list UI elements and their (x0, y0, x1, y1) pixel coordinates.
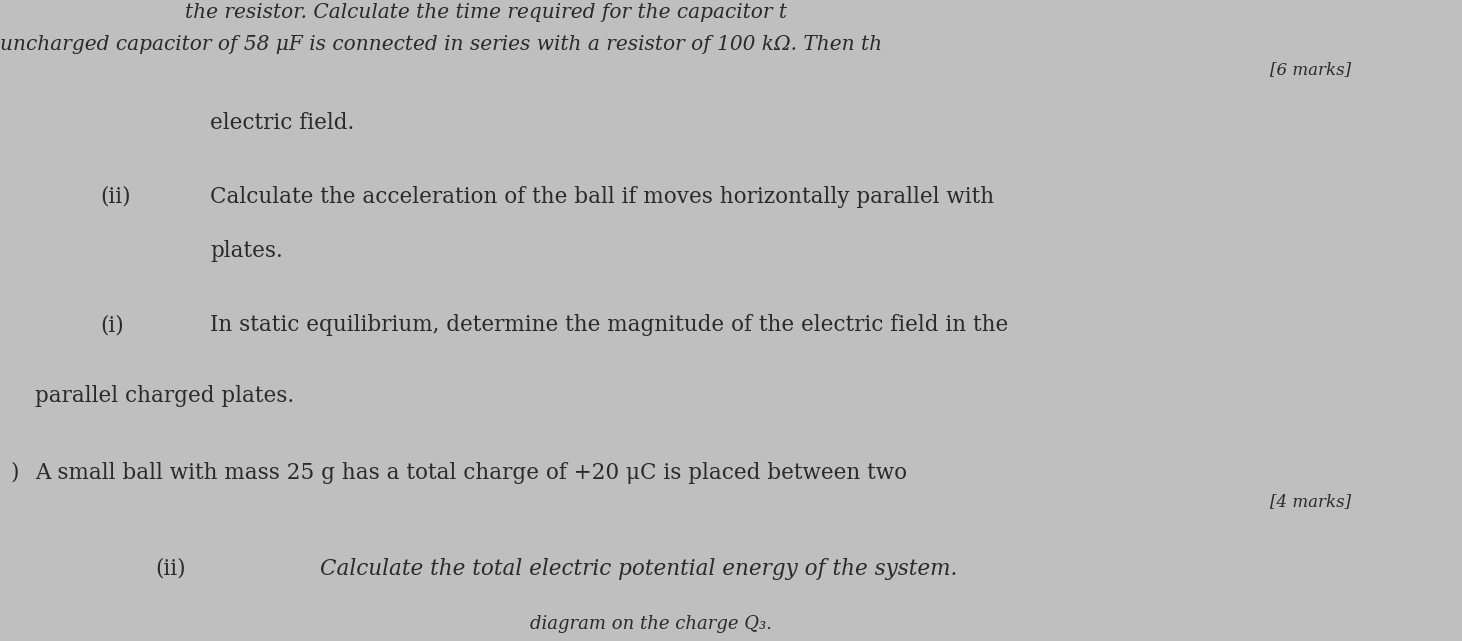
Text: Calculate the acceleration of the ball if moves horizontally parallel with: Calculate the acceleration of the ball i… (211, 186, 994, 208)
Text: plates.: plates. (211, 240, 282, 262)
Text: A small ball with mass 25 g has a total charge of +20 μC is placed between two: A small ball with mass 25 g has a total … (35, 462, 906, 483)
Text: parallel charged plates.: parallel charged plates. (35, 385, 294, 406)
Text: electric field.: electric field. (211, 112, 354, 134)
Text: In static equilibrium, determine the magnitude of the electric field in the: In static equilibrium, determine the mag… (211, 314, 1009, 336)
Text: diagram on the charge Q₃.: diagram on the charge Q₃. (531, 615, 772, 633)
Text: (ii): (ii) (155, 558, 186, 579)
Text: [4 marks]: [4 marks] (1270, 494, 1351, 511)
Text: uncharged capacitor of 58 μF is connected in series with a resistor of 100 kΩ. T: uncharged capacitor of 58 μF is connecte… (0, 35, 882, 54)
Text: ): ) (10, 462, 19, 483)
Text: the resistor. Calculate the time required for the capacitor t: the resistor. Calculate the time require… (186, 3, 787, 22)
Text: Calculate the total electric potential energy of the system.: Calculate the total electric potential e… (320, 558, 958, 579)
Text: (ii): (ii) (99, 186, 130, 208)
Text: (i): (i) (99, 314, 124, 336)
Text: [6 marks]: [6 marks] (1270, 61, 1351, 78)
